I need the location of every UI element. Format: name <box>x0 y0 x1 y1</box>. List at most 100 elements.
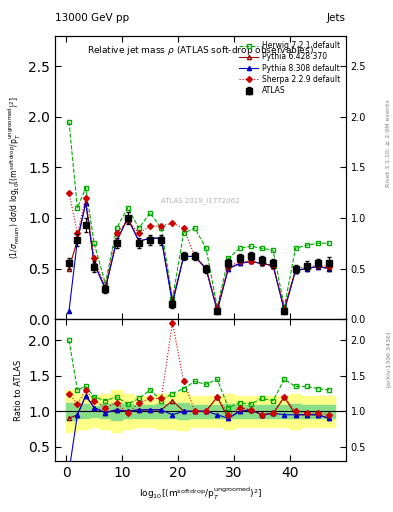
Sherpa 2.2.9 default <box>103 284 108 290</box>
Text: 13000 GeV pp: 13000 GeV pp <box>55 13 129 23</box>
Sherpa 2.2.9 default <box>226 264 231 270</box>
Pythia 8.308 default <box>67 308 72 314</box>
Pythia 8.308 default <box>282 308 286 314</box>
Pythia 8.308 default <box>83 200 88 206</box>
Pythia 6.428 370 <box>193 253 197 260</box>
Pythia 8.308 default <box>159 235 163 241</box>
Sherpa 2.2.9 default <box>271 263 275 269</box>
Pythia 6.428 370 <box>125 215 130 221</box>
Pythia 6.428 370 <box>170 298 175 304</box>
Pythia 6.428 370 <box>75 237 80 243</box>
Sherpa 2.2.9 default <box>114 230 119 236</box>
Herwig 7.2.1 default <box>215 304 220 310</box>
Line: Pythia 6.428 370: Pythia 6.428 370 <box>67 201 331 311</box>
Pythia 6.428 370 <box>204 266 208 272</box>
Herwig 7.2.1 default <box>136 225 141 231</box>
Pythia 8.308 default <box>92 261 97 267</box>
Herwig 7.2.1 default <box>181 230 186 236</box>
Herwig 7.2.1 default <box>67 119 72 125</box>
Pythia 8.308 default <box>170 301 175 307</box>
Herwig 7.2.1 default <box>148 210 152 216</box>
Herwig 7.2.1 default <box>316 240 320 246</box>
Pythia 6.428 370 <box>282 306 286 312</box>
Text: Relative jet mass $\rho$ (ATLAS soft-drop observables): Relative jet mass $\rho$ (ATLAS soft-dro… <box>87 45 314 57</box>
Pythia 8.308 default <box>103 286 108 292</box>
Pythia 6.428 370 <box>226 266 231 272</box>
Pythia 8.308 default <box>114 238 119 244</box>
Pythia 6.428 370 <box>237 261 242 267</box>
Pythia 6.428 370 <box>327 266 331 272</box>
Pythia 8.308 default <box>271 263 275 269</box>
Text: Rivet 3.1.10; ≥ 2.9M events: Rivet 3.1.10; ≥ 2.9M events <box>386 99 391 187</box>
Sherpa 2.2.9 default <box>293 266 298 272</box>
Text: Jets: Jets <box>327 13 346 23</box>
Pythia 6.428 370 <box>248 259 253 265</box>
Sherpa 2.2.9 default <box>159 223 163 229</box>
Pythia 8.308 default <box>204 266 208 272</box>
Herwig 7.2.1 default <box>193 225 197 231</box>
Herwig 7.2.1 default <box>83 184 88 190</box>
Pythia 6.428 370 <box>136 238 141 244</box>
Sherpa 2.2.9 default <box>327 264 331 270</box>
Herwig 7.2.1 default <box>260 245 264 251</box>
Sherpa 2.2.9 default <box>248 259 253 265</box>
Pythia 6.428 370 <box>260 261 264 267</box>
Pythia 6.428 370 <box>293 267 298 273</box>
Pythia 6.428 370 <box>304 266 309 272</box>
Herwig 7.2.1 default <box>282 304 286 310</box>
Y-axis label: Ratio to ATLAS: Ratio to ATLAS <box>14 359 23 420</box>
Pythia 8.308 default <box>215 308 220 314</box>
Y-axis label: $(1/\sigma_{\rm resum})$ d$\sigma$/d log$_{10}$[(m$^{\rm soft\,drop}$/p$_T^{\rm : $(1/\sigma_{\rm resum})$ d$\sigma$/d log… <box>6 96 23 259</box>
Herwig 7.2.1 default <box>114 225 119 231</box>
Sherpa 2.2.9 default <box>148 223 152 229</box>
Herwig 7.2.1 default <box>125 205 130 211</box>
Pythia 8.308 default <box>136 238 141 244</box>
Pythia 8.308 default <box>226 266 231 272</box>
Pythia 8.308 default <box>327 266 331 272</box>
Pythia 6.428 370 <box>159 235 163 241</box>
Pythia 8.308 default <box>316 264 320 270</box>
Herwig 7.2.1 default <box>327 240 331 246</box>
Pythia 8.308 default <box>260 261 264 267</box>
Pythia 6.428 370 <box>67 266 72 272</box>
Herwig 7.2.1 default <box>293 245 298 251</box>
Line: Herwig 7.2.1 default: Herwig 7.2.1 default <box>67 120 331 309</box>
Text: ATLAS 2019_I1772062: ATLAS 2019_I1772062 <box>161 197 240 204</box>
Sherpa 2.2.9 default <box>92 255 97 262</box>
Sherpa 2.2.9 default <box>83 195 88 201</box>
Pythia 8.308 default <box>181 253 186 260</box>
Herwig 7.2.1 default <box>304 242 309 248</box>
X-axis label: log$_{10}$[(m$^{\rm soft\,drop}$/p$_T^{\rm ungroomed}$)$^2$]: log$_{10}$[(m$^{\rm soft\,drop}$/p$_T^{\… <box>139 485 262 502</box>
Sherpa 2.2.9 default <box>304 264 309 270</box>
Sherpa 2.2.9 default <box>67 189 72 196</box>
Pythia 6.428 370 <box>181 253 186 260</box>
Herwig 7.2.1 default <box>75 205 80 211</box>
Pythia 8.308 default <box>304 266 309 272</box>
Line: Sherpa 2.2.9 default: Sherpa 2.2.9 default <box>67 190 331 311</box>
Pythia 8.308 default <box>125 215 130 221</box>
Sherpa 2.2.9 default <box>282 306 286 312</box>
Sherpa 2.2.9 default <box>170 220 175 226</box>
Pythia 8.308 default <box>148 235 152 241</box>
Sherpa 2.2.9 default <box>204 266 208 272</box>
Herwig 7.2.1 default <box>92 240 97 246</box>
Pythia 6.428 370 <box>148 235 152 241</box>
Herwig 7.2.1 default <box>159 225 163 231</box>
Sherpa 2.2.9 default <box>215 306 220 312</box>
Sherpa 2.2.9 default <box>136 230 141 236</box>
Text: [arXiv:1306.3436]: [arXiv:1306.3436] <box>386 330 391 387</box>
Pythia 6.428 370 <box>271 263 275 269</box>
Pythia 6.428 370 <box>92 261 97 267</box>
Herwig 7.2.1 default <box>226 255 231 262</box>
Herwig 7.2.1 default <box>237 245 242 251</box>
Sherpa 2.2.9 default <box>125 218 130 224</box>
Sherpa 2.2.9 default <box>237 259 242 265</box>
Sherpa 2.2.9 default <box>75 230 80 236</box>
Pythia 6.428 370 <box>316 264 320 270</box>
Herwig 7.2.1 default <box>170 296 175 302</box>
Herwig 7.2.1 default <box>248 243 253 249</box>
Sherpa 2.2.9 default <box>181 225 186 231</box>
Pythia 6.428 370 <box>215 306 220 312</box>
Pythia 8.308 default <box>193 253 197 260</box>
Sherpa 2.2.9 default <box>316 263 320 269</box>
